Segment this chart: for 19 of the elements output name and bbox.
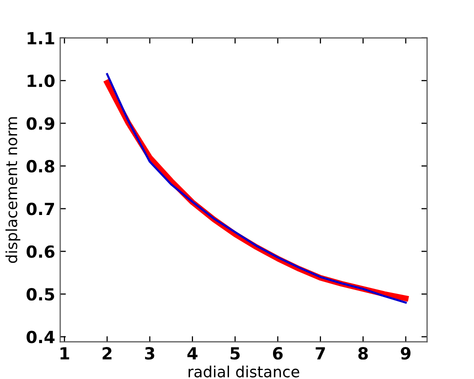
- y-tick-label: 0.4: [26, 330, 55, 344]
- x-axis-title: radial distance: [188, 366, 300, 378]
- y-tick-label: 1.0: [28, 74, 55, 88]
- y-tick-label: 1.1: [28, 32, 54, 44]
- x-tick-label: 1: [60, 347, 70, 360]
- y-tick-label: 0.5: [26, 288, 54, 301]
- x-tick-label: 3: [145, 347, 154, 360]
- x-tick-label: 2: [102, 347, 112, 360]
- x-tick-label: 7: [316, 347, 325, 360]
- y-axis-title: displacement norm: [5, 117, 20, 263]
- x-tick-label: 8: [358, 347, 368, 360]
- x-tick-label: 6: [273, 347, 283, 360]
- x-tick-label: 9: [400, 347, 410, 360]
- y-tick-label: 0.7: [26, 202, 54, 216]
- x-tick-label: 5: [230, 347, 240, 360]
- x-tick-label: 4: [187, 347, 198, 360]
- y-tick-label: 0.6: [26, 245, 54, 258]
- y-tick-label: 0.9: [26, 117, 54, 130]
- y-tick-label: 0.8: [26, 160, 54, 173]
